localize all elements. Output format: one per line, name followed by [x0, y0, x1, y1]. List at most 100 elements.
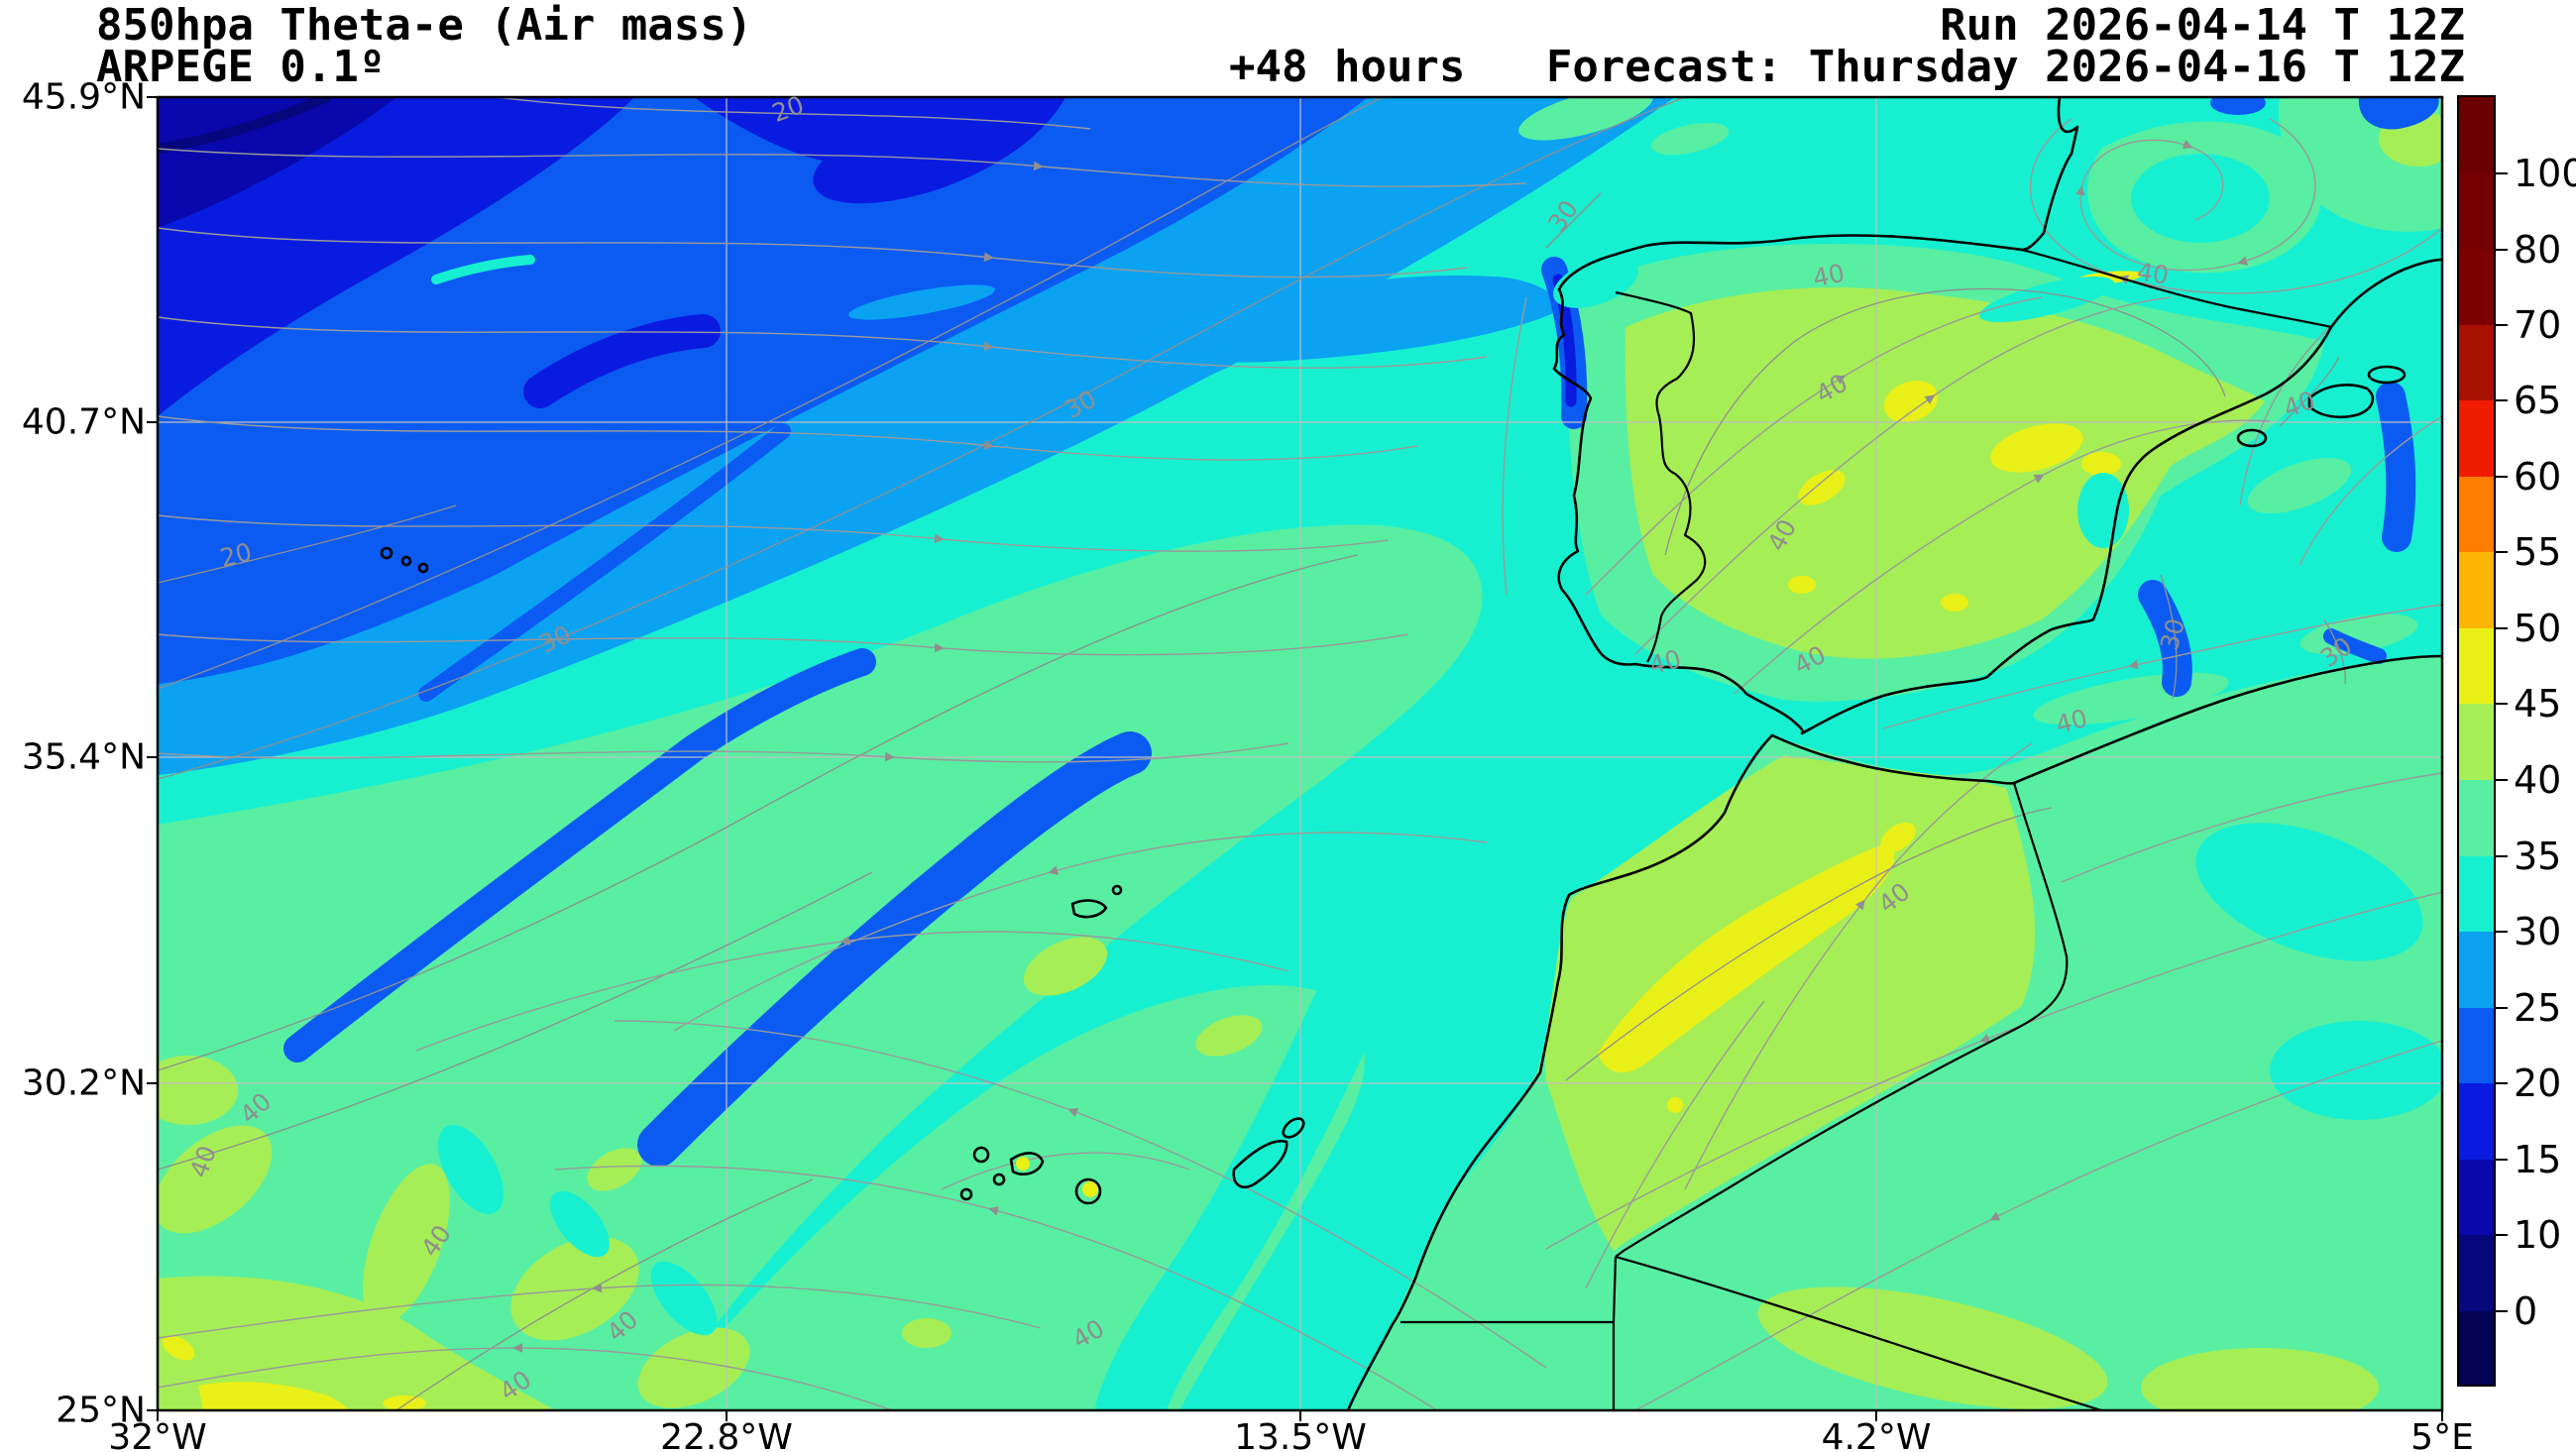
- theta-fill-region: [1518, 97, 1653, 141]
- theta-fill-region: [902, 1318, 952, 1348]
- theta-fill-region: [1941, 594, 1968, 612]
- colorbar-tick-label: 60: [2514, 455, 2562, 499]
- forecast-timestamp: Forecast: Thursday 2026-04-16 T 12Z: [1545, 42, 2465, 92]
- theta-fill-region: [431, 255, 535, 284]
- island-la-palma: [972, 1146, 990, 1164]
- lat-lon-gridlines: [158, 97, 2442, 1410]
- theta-fill-region: [694, 97, 1065, 204]
- canary-yellow-spot: [1016, 1157, 1030, 1171]
- theta-fill-region: [1553, 257, 1638, 308]
- colorbar-tick-label: 25: [2514, 986, 2562, 1030]
- y-axis-tick-label: 45.9°N: [21, 76, 146, 118]
- theta-fill-region: [2077, 473, 2129, 548]
- colorbar-tick-marks: [2495, 172, 2508, 1312]
- theta-fill-region: [158, 97, 634, 416]
- theta-fill-region: [848, 284, 995, 320]
- theta-fill-region: [158, 1276, 555, 1410]
- colorbar-tick-label: 10: [2514, 1213, 2562, 1257]
- x-axis-tick-label: 13.5°W: [1234, 1417, 1367, 1452]
- theta-fill-region: [2247, 458, 2352, 513]
- island-tenerife: [1009, 1152, 1045, 1175]
- theta-fill-region: [1880, 822, 1916, 853]
- y-axis-tick-label: 35.4°N: [21, 736, 146, 778]
- x-axis-tick-label: 4.2°W: [1821, 1417, 1932, 1452]
- coastline-iberia: [1552, 234, 2333, 735]
- coastlines-borders: [380, 97, 2442, 1410]
- theta-fill-region: [383, 1396, 426, 1410]
- theta-fill-region: [587, 1148, 642, 1191]
- colorbar-tick-label: 100: [2514, 152, 2576, 195]
- island-gran-canaria: [1074, 1177, 1102, 1205]
- theta-fill-region: [162, 1335, 195, 1361]
- border-algeria-mauritania: [1615, 1255, 2102, 1410]
- colorbar-tick-label: 40: [2514, 758, 2562, 802]
- model-label: ARPEGE 0.1º: [96, 42, 386, 92]
- theta-fill-region: [158, 1056, 238, 1125]
- theta-fill-region: [650, 1261, 718, 1336]
- colorbar-tick-label: 80: [2514, 228, 2562, 272]
- island-azores-3: [417, 562, 429, 574]
- theta-fill-region: [550, 1190, 610, 1258]
- theta-fill-region: [1095, 917, 1407, 1410]
- border-morocco-algeria: [1615, 782, 2069, 1258]
- island-madeira: [1070, 899, 1108, 919]
- island-porto-santo: [1111, 884, 1123, 896]
- theta-fill-region: [198, 1382, 349, 1410]
- theta-fill-region: [1140, 276, 1557, 363]
- theta-e-contours: [158, 97, 2346, 1410]
- theta-fill-region: [158, 97, 332, 154]
- x-axis-tick-label: 22.8°W: [660, 1417, 793, 1452]
- theta-fill-region: [1195, 1015, 1263, 1057]
- colorbar-tick-label: 45: [2514, 682, 2562, 726]
- coastline-gulf-of-lion: [2329, 258, 2442, 329]
- colorbar-tick-label: 20: [2514, 1061, 2562, 1105]
- border-france-spain: [2021, 248, 2332, 329]
- island-fuerteventura: [1232, 1139, 1288, 1189]
- theta-fill-region: [637, 731, 1152, 1167]
- border-western-sahara: [1400, 1256, 1618, 1410]
- run-timestamp: Run 2026-04-14 T 12Z: [1940, 0, 2465, 51]
- island-azores-2: [400, 555, 412, 567]
- page-title: 850hpa Theta-e (Air mass): [96, 0, 753, 51]
- theta-fill-region: [2195, 823, 2423, 961]
- colorbar-tick-label: 15: [2514, 1138, 2562, 1181]
- colorbar-tick-label: 55: [2514, 530, 2562, 574]
- theta-fill-region: [158, 97, 396, 228]
- theta-fill-region: [2081, 452, 2121, 476]
- x-axis-tick-label: 32°W: [108, 1417, 207, 1452]
- colorbar-tick-label: 30: [2514, 910, 2562, 953]
- axis-tick-marks: [147, 96, 2443, 1421]
- colorbar-tick-label: 65: [2514, 379, 2562, 422]
- colorbar-frame: [2457, 95, 2496, 1387]
- colorbar-tick-label: 50: [2514, 607, 2562, 650]
- canary-yellow-spot: [1082, 1181, 1098, 1197]
- theta-fill-region: [1990, 423, 2083, 473]
- theta-fill-region: [637, 1327, 750, 1408]
- theta-fill-region: [1788, 576, 1816, 594]
- y-axis-tick-label: 30.2°N: [21, 1062, 146, 1104]
- theta-fill-region: [363, 1164, 450, 1324]
- theta-fill-region: [437, 1124, 504, 1215]
- theta-fill-region: [2131, 154, 2270, 243]
- island-la-gomera: [992, 1173, 1006, 1186]
- island-menorca: [2367, 365, 2407, 385]
- theta-fill-region: [1978, 277, 2115, 322]
- theta-fill-region: [283, 648, 876, 1062]
- coastline-france-atlantic: [2020, 97, 2079, 252]
- theta-fill-region: [2210, 97, 2266, 115]
- y-axis-tick-label: 40.7°N: [21, 401, 146, 443]
- theta-fill-region: [1023, 937, 1108, 996]
- theta-fill-region: [2270, 1021, 2442, 1120]
- wind-streamlines: [158, 97, 2442, 1410]
- island-ibiza: [2236, 428, 2268, 448]
- theta-fill-region: [2138, 580, 2192, 697]
- coastline-africa-mediterranean: [1770, 654, 2442, 785]
- colorbar-tick-label: 35: [2514, 835, 2562, 878]
- theta-fill-region: [1798, 470, 1846, 505]
- theta-fill-region: [158, 97, 1368, 684]
- theta-fill-region: [1624, 287, 2265, 659]
- theta-fill-region: [1757, 1286, 2108, 1409]
- island-el-hierro: [959, 1187, 973, 1201]
